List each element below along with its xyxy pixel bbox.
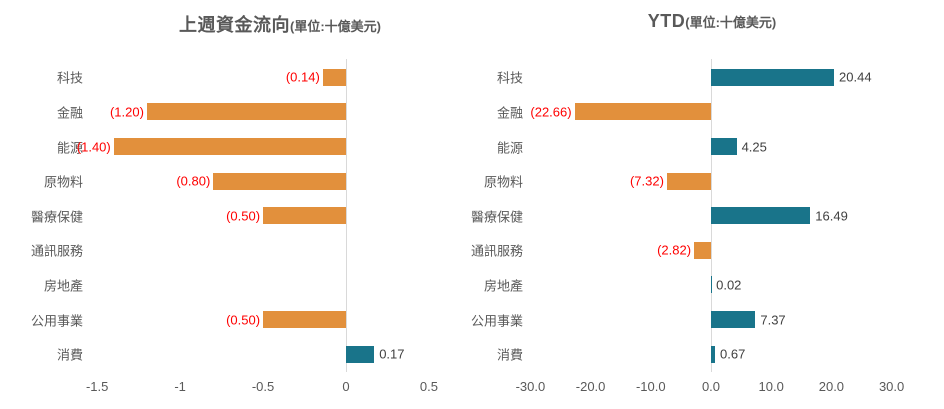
value-label: (0.14) [285,69,320,85]
bar [213,172,346,190]
bar [711,207,811,225]
category-label: 能源 [496,140,523,155]
value-label: (0.50) [226,312,261,327]
chart-title-text: YTD [647,11,686,31]
category-label: 能源 [56,140,83,155]
bar [574,103,711,121]
value-label: 4.25 [741,139,767,154]
x-tick-label: 10.0 [758,379,784,394]
value-label: (0.80) [176,173,211,189]
bar [666,172,711,190]
value-label: 0.67 [720,346,746,362]
value-label: 16.49 [815,208,848,224]
category-label: 金融 [56,105,83,121]
ytd-chart-title: YTD(單位:十億美元) [512,11,912,35]
x-tick-label: -0.5 [251,379,275,394]
category-label: 房地產 [483,278,523,294]
category-label: 通訊服務 [30,243,83,259]
value-label: 20.44 [839,69,872,85]
x-tick-label: -1.5 [85,379,109,394]
category-label: 通訊服務 [470,243,523,259]
category-label: 醫療保健 [30,209,83,225]
bar [322,68,346,86]
bar [711,68,835,86]
bar [146,103,346,121]
value-label: (1.20) [109,104,144,120]
category-label: 原物料 [43,174,83,190]
bar [113,138,346,155]
chart-title-text: 上週資金流向 [179,15,290,35]
x-tick-label: -20.0 [575,379,606,394]
category-label: 消費 [496,347,523,363]
value-label: (7.32) [629,173,664,189]
bar [263,207,346,225]
value-label: (2.82) [657,242,692,258]
value-label: (0.50) [226,208,261,224]
bar [694,241,711,259]
chart-unit-label: (單位:十億美元) [290,19,381,34]
category-label: 公用事業 [470,313,523,328]
bar [711,311,756,328]
value-label: 0.17 [379,346,405,362]
last-week-chart-title: 上週資金流向(單位:十億美元) [80,11,480,35]
value-label: 7.37 [760,312,786,327]
bar [346,345,375,363]
x-tick-label: 20.0 [818,379,845,394]
value-label: (22.66) [530,104,572,120]
x-tick-label: 30.0 [878,379,905,394]
x-tick-label: -10.0 [635,379,666,394]
x-tick-label: -30.0 [515,379,546,394]
category-label: 科技 [496,70,523,86]
bar [711,138,737,155]
bar [263,311,346,328]
category-label: 消費 [56,347,83,363]
bar [711,345,716,363]
chart-unit-label: (單位:十億美元) [685,15,777,30]
value-label: 0.02 [716,277,742,293]
category-label: 醫療保健 [470,209,523,225]
x-tick-label: 0 [342,379,350,394]
x-tick-label: 0.5 [419,379,438,394]
category-label: 原物料 [483,174,523,190]
category-label: 金融 [496,105,523,121]
category-label: 公用事業 [30,313,83,328]
x-tick-label: -1 [174,379,186,394]
value-label: (1.40) [76,139,111,154]
category-label: 科技 [56,70,83,86]
zero-axis-line [346,59,347,372]
x-tick-label: 0.0 [701,379,721,394]
category-label: 房地產 [43,278,83,294]
